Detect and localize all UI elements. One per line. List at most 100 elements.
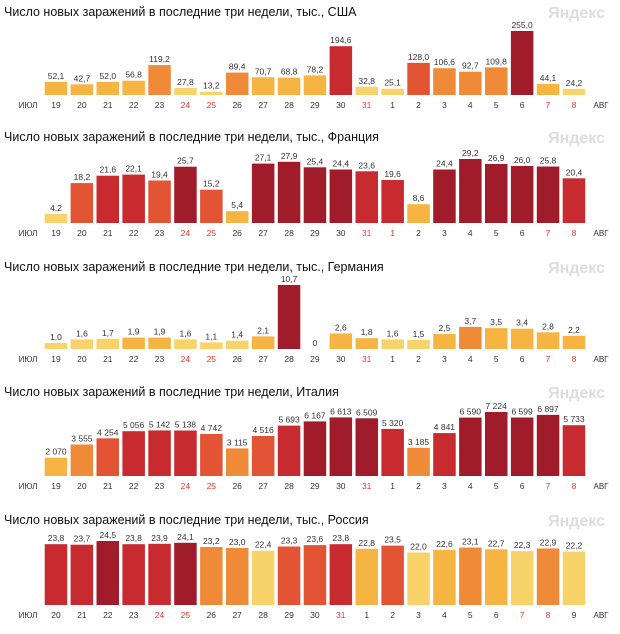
month-label-start: ИЮЛ	[19, 101, 38, 110]
bar-value-label: 128,0	[408, 52, 430, 62]
x-tick-label: 27	[258, 481, 268, 491]
bar-value-label: 44,1	[540, 73, 557, 83]
bar	[355, 86, 378, 95]
x-tick-label: 23	[155, 228, 165, 238]
x-tick-label: 19	[51, 481, 61, 491]
bar	[510, 328, 534, 349]
bar	[96, 541, 119, 605]
x-tick-label: 24	[181, 228, 191, 238]
x-tick-label: 21	[103, 481, 113, 491]
x-tick-label: 7	[546, 228, 551, 238]
x-tick-label: 2	[416, 228, 421, 238]
x-tick-label: 28	[284, 354, 294, 364]
x-tick-label: 19	[51, 354, 61, 364]
x-tick-label: 25	[207, 100, 217, 110]
bar	[536, 83, 560, 95]
bar	[70, 544, 94, 605]
bar-value-label: 1,5	[413, 329, 425, 339]
bar-value-label: 4 516	[252, 425, 274, 435]
yandex-watermark: Яндекс	[548, 513, 605, 530]
bar-value-label: 24,4	[333, 159, 350, 169]
bar	[510, 166, 534, 223]
x-tick-label: 2	[390, 610, 395, 620]
x-tick-label: 3	[416, 610, 421, 620]
bar-value-label: 1,1	[205, 331, 217, 341]
bar	[122, 174, 145, 223]
x-tick-label: 6	[494, 610, 499, 620]
x-tick-label: 30	[310, 610, 320, 620]
bar	[381, 180, 404, 223]
bar	[226, 211, 249, 223]
bar	[485, 549, 508, 605]
bar-value-label: 22,7	[488, 538, 505, 548]
bar	[200, 189, 223, 223]
bar-value-label: 5 138	[175, 420, 197, 430]
chart-title: Число новых заражений в последние три не…	[4, 5, 357, 19]
bar-value-label: 2,1	[257, 325, 269, 335]
x-tick-label: 22	[129, 228, 139, 238]
bar	[200, 547, 223, 605]
x-tick-label: 20	[51, 610, 61, 620]
chart-title: Число новых заражений в последние три не…	[4, 260, 384, 274]
bar	[459, 159, 482, 223]
bar	[226, 340, 249, 349]
x-tick-label: 29	[310, 354, 320, 364]
bar	[303, 75, 327, 95]
x-tick-label: 20	[77, 228, 87, 238]
bar-value-label: 25,8	[540, 156, 557, 166]
bar-value-label: 23,0	[229, 537, 246, 547]
bar-value-label: 10,7	[281, 274, 298, 284]
x-tick-label: 26	[232, 228, 242, 238]
x-tick-label: 21	[103, 228, 113, 238]
month-label-start: ИЮЛ	[19, 355, 38, 364]
month-label-end: АВГ	[593, 229, 609, 238]
bar-value-label: 18,2	[74, 172, 91, 182]
x-tick-label: 31	[362, 354, 372, 364]
bar	[226, 72, 249, 95]
bar-value-label: 6 509	[356, 407, 378, 417]
bar-value-label: 23,6	[307, 534, 324, 544]
bar	[536, 332, 560, 349]
x-tick-label: 20	[77, 481, 87, 491]
x-tick-label: 27	[258, 228, 268, 238]
bar-value-label: 2,5	[438, 323, 450, 333]
bar-value-label: 6 599	[511, 407, 533, 417]
month-label-start: ИЮЛ	[19, 482, 38, 491]
x-tick-label: 22	[129, 354, 139, 364]
bar	[381, 88, 404, 95]
bar-value-label: 3,4	[516, 318, 528, 328]
bar	[485, 412, 508, 476]
x-tick-label: 20	[77, 354, 87, 364]
bar	[44, 544, 68, 605]
bar	[329, 417, 353, 476]
bar-value-label: 20,4	[566, 167, 583, 177]
bar-value-label: 4 742	[201, 423, 223, 433]
bar-value-label: 29,2	[462, 148, 479, 158]
bar	[562, 551, 586, 605]
bar	[407, 62, 430, 95]
bar	[200, 91, 223, 95]
bar-value-label: 5 320	[382, 418, 404, 428]
bar-value-label: 7 224	[486, 401, 508, 411]
x-tick-label: 8	[572, 100, 577, 110]
bar	[381, 428, 404, 476]
bar-value-label: 0	[313, 338, 318, 348]
bar	[96, 81, 119, 95]
x-tick-label: 25	[181, 610, 191, 620]
bar	[329, 169, 353, 223]
bar-value-label: 2,6	[335, 322, 347, 332]
x-tick-label: 19	[51, 100, 61, 110]
x-tick-label: 5	[468, 610, 473, 620]
bar	[433, 433, 456, 476]
bar	[407, 552, 430, 605]
bar-value-label: 255,0	[511, 20, 533, 30]
bar-value-label: 25,7	[177, 156, 194, 166]
bar	[174, 430, 197, 476]
x-tick-label: 8	[546, 610, 551, 620]
x-tick-label: 23	[129, 610, 139, 620]
x-tick-label: 2	[416, 100, 421, 110]
x-tick-label: 26	[232, 100, 242, 110]
bar-value-label: 52,0	[100, 71, 117, 81]
bar	[148, 65, 171, 95]
bar	[485, 328, 508, 349]
